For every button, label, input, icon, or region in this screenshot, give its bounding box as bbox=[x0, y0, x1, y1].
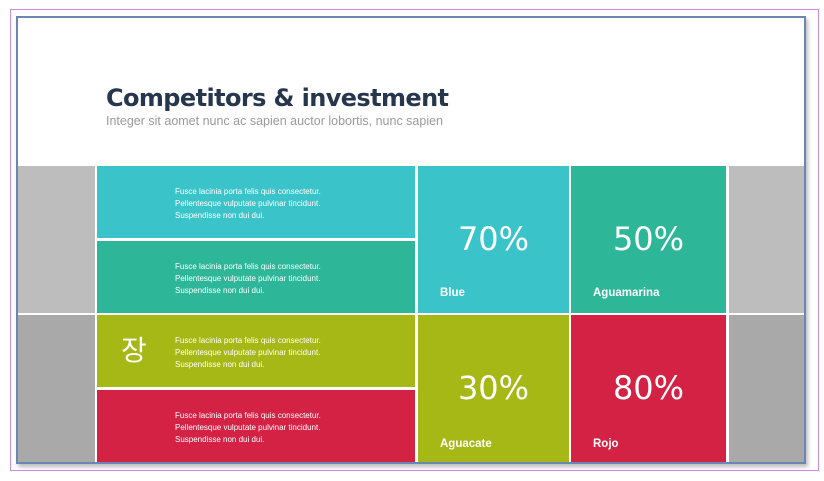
text-line: Fusce lacinia porta felis quis consectet… bbox=[175, 262, 321, 271]
text-line: Pellentesque vulputate pulvinar tincidun… bbox=[175, 199, 321, 208]
text-block-body: Fusce lacinia porta felis quis consectet… bbox=[175, 261, 395, 297]
stat-value: 80% bbox=[612, 369, 685, 407]
text-line: Fusce lacinia porta felis quis consectet… bbox=[175, 336, 321, 345]
stat-label: Aguacate bbox=[440, 438, 492, 450]
text-block-green: Fusce lacinia porta felis quis consectet… bbox=[97, 241, 415, 313]
text-line: Suspendisse non dui dui. bbox=[175, 360, 265, 369]
stat-tile-aguamarina: 50% Aguamarina bbox=[571, 166, 726, 313]
text-block-body: Fusce lacinia porta felis quis consectet… bbox=[175, 335, 395, 371]
text-line: Suspendisse non dui dui. bbox=[175, 211, 265, 220]
stat-tile-aguacate: 30% Aguacate bbox=[418, 315, 569, 462]
text-line: Fusce lacinia porta felis quis consectet… bbox=[175, 187, 321, 196]
stat-label: Blue bbox=[440, 287, 465, 299]
text-line: Pellentesque vulputate pulvinar tincidun… bbox=[175, 423, 321, 432]
stat-value: 70% bbox=[457, 220, 530, 258]
text-block-body: Fusce lacinia porta felis quis consectet… bbox=[175, 410, 395, 446]
stat-tile-blue: 70% Blue bbox=[418, 166, 569, 313]
text-block-olive: 장 Fusce lacinia porta felis quis consect… bbox=[97, 315, 415, 387]
slide-title: Competitors & investment bbox=[106, 84, 449, 112]
text-line: Pellentesque vulputate pulvinar tincidun… bbox=[175, 348, 321, 357]
gray-tile-right-bottom bbox=[729, 315, 804, 462]
gray-tile-left-top bbox=[18, 166, 95, 313]
text-line: Suspendisse non dui dui. bbox=[175, 286, 265, 295]
hangul-character-icon: 장 bbox=[121, 334, 147, 367]
stat-label: Rojo bbox=[593, 438, 619, 450]
text-block-teal: Fusce lacinia porta felis quis consectet… bbox=[97, 166, 415, 238]
text-block-red: Fusce lacinia porta felis quis consectet… bbox=[97, 390, 415, 462]
stat-tile-rojo: 80% Rojo bbox=[571, 315, 726, 462]
text-line: Pellentesque vulputate pulvinar tincidun… bbox=[175, 274, 321, 283]
slide-subtitle: Integer sit aomet nunc ac sapien auctor … bbox=[106, 114, 444, 128]
stat-value: 50% bbox=[612, 220, 685, 258]
gray-tile-right-top bbox=[729, 166, 804, 313]
stat-label: Aguamarina bbox=[593, 287, 660, 299]
gray-tile-left-bottom bbox=[18, 315, 95, 462]
outer-frame bbox=[10, 9, 819, 471]
text-block-body: Fusce lacinia porta felis quis consectet… bbox=[175, 186, 395, 222]
text-line: Fusce lacinia porta felis quis consectet… bbox=[175, 411, 321, 420]
stat-value: 30% bbox=[457, 369, 530, 407]
text-line: Suspendisse non dui dui. bbox=[175, 435, 265, 444]
slide: Competitors & investment Integer sit aom… bbox=[16, 16, 806, 464]
